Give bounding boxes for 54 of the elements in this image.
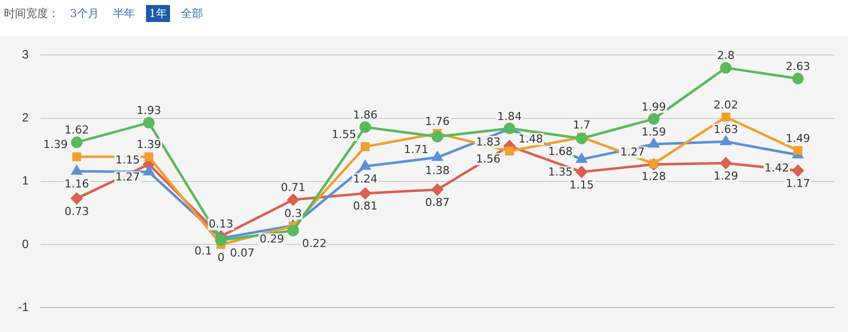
data-label: 1.15	[569, 178, 594, 192]
data-label: 1.39	[136, 138, 162, 152]
data-label: 1.49	[786, 132, 810, 145]
text: 全部	[180, 6, 204, 22]
data-label: 0.1	[194, 244, 212, 258]
data-label: 1.83	[476, 135, 500, 148]
data-label: 1.42	[764, 161, 789, 174]
data-label: 1.99	[641, 100, 666, 114]
data-label: 0.73	[64, 204, 89, 218]
data-label: 0.13	[208, 218, 234, 231]
data-label: 1.38	[425, 164, 450, 177]
y-tick-label: 1	[22, 174, 29, 188]
data-label: 1.35	[548, 166, 573, 179]
y-tick-label: 2	[22, 110, 29, 125]
data-label: 1.84	[497, 110, 522, 123]
text: 半年	[112, 6, 136, 22]
text: 1年	[146, 4, 170, 22]
data-label: 1.63	[714, 123, 738, 136]
data-label: 1.28	[641, 170, 666, 184]
y-tick-label: 0	[22, 236, 29, 251]
data-label: 1.29	[714, 169, 738, 182]
data-label: 1.7	[572, 118, 590, 132]
data-label: 0.81	[352, 200, 378, 213]
data-label: 2.8	[717, 49, 735, 62]
data-label: 1.39	[43, 138, 68, 152]
data-label: 0.07	[230, 246, 254, 260]
data-label: 1.68	[548, 144, 573, 158]
data-label: 0	[217, 250, 224, 264]
data-label: 1.55	[332, 128, 356, 142]
data-label: 1.17	[786, 177, 810, 190]
data-label: 1.15	[115, 153, 140, 166]
text: 3个月	[69, 6, 100, 22]
data-label: 1.86	[352, 108, 378, 122]
y-tick-label: -1	[18, 300, 29, 314]
data-label: 1.59	[641, 126, 666, 139]
chart-subtitle: 时间宽度：	[4, 6, 59, 20]
data-label: 0.22	[302, 236, 327, 250]
data-label: 1.27	[620, 146, 645, 159]
data-label: 0.29	[260, 232, 284, 246]
data-label: 1.27	[115, 170, 140, 184]
data-label: 0.71	[280, 181, 306, 194]
data-label: 1.62	[64, 124, 89, 137]
data-label: 1.76	[425, 114, 450, 128]
data-label: 1.16	[64, 178, 89, 191]
data-label: 2.63	[786, 60, 810, 73]
data-label: 0.87	[425, 196, 450, 209]
data-label: 1.71	[404, 142, 428, 156]
data-label: 1.48	[518, 132, 543, 146]
data-label: 0.3	[284, 206, 302, 220]
data-label: 1.24	[352, 172, 378, 186]
data-label: 1.93	[136, 104, 162, 118]
data-label: 2.02	[714, 98, 738, 112]
data-label: 1.56	[476, 152, 500, 166]
y-tick-label: 3	[22, 48, 29, 62]
